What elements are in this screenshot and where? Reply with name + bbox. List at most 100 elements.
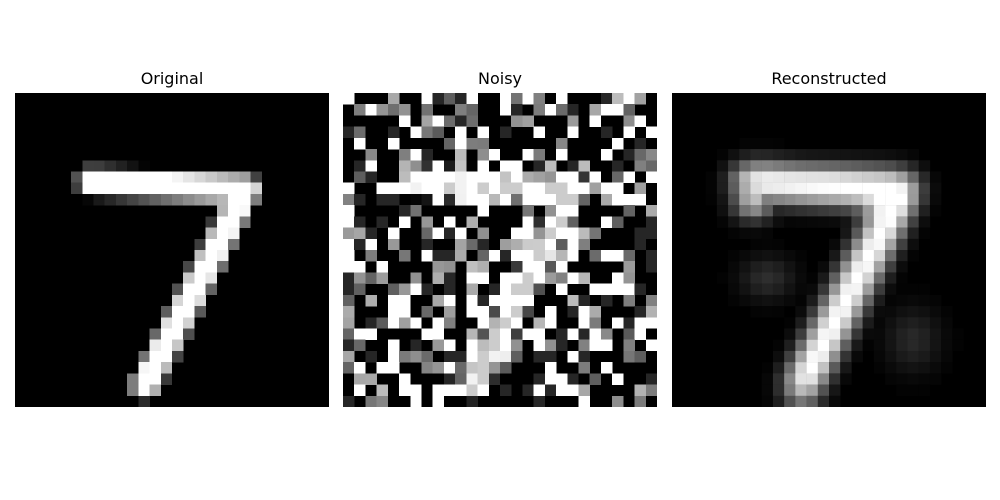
pixel — [422, 351, 433, 362]
pixel — [478, 194, 489, 205]
pixel — [930, 183, 941, 194]
pixel — [377, 362, 388, 373]
pixel — [930, 329, 941, 340]
pixel — [567, 160, 578, 171]
pixel — [343, 228, 354, 239]
pixel — [567, 183, 578, 194]
pixel — [365, 272, 376, 283]
pixel — [919, 351, 930, 362]
pixel — [377, 194, 388, 205]
pixel — [455, 351, 466, 362]
pixel — [885, 194, 896, 205]
pixel — [896, 295, 907, 306]
pixel — [478, 250, 489, 261]
pixel — [206, 228, 217, 239]
pixel — [795, 306, 806, 317]
pixel — [150, 329, 161, 340]
pixel — [773, 205, 784, 216]
pixel — [489, 306, 500, 317]
pixel — [885, 362, 896, 373]
pixel — [183, 306, 194, 317]
pixel — [874, 160, 885, 171]
pixel — [534, 329, 545, 340]
pixel — [511, 160, 522, 171]
pixel — [762, 284, 773, 295]
pixel — [579, 317, 590, 328]
pixel — [635, 351, 646, 362]
pixel — [829, 373, 840, 384]
pixel — [829, 160, 840, 171]
pixel — [567, 329, 578, 340]
pixel — [829, 329, 840, 340]
pixel — [478, 183, 489, 194]
pixel — [534, 216, 545, 227]
pixel — [919, 216, 930, 227]
pixel — [399, 284, 410, 295]
pixel — [623, 272, 634, 283]
pixel — [795, 317, 806, 328]
pixel — [851, 284, 862, 295]
pixel — [874, 329, 885, 340]
pixel — [478, 295, 489, 306]
pixel — [455, 385, 466, 396]
pixel — [478, 228, 489, 239]
pixel — [784, 272, 795, 283]
pixel — [908, 295, 919, 306]
pixel — [601, 183, 612, 194]
pixel — [422, 149, 433, 160]
pixel — [623, 295, 634, 306]
pixel — [840, 329, 851, 340]
pixel — [94, 183, 105, 194]
pixel — [851, 351, 862, 362]
pixel — [874, 284, 885, 295]
pixel — [863, 272, 874, 283]
pixel — [773, 216, 784, 227]
pixel — [930, 172, 941, 183]
pixel — [829, 295, 840, 306]
pixel — [206, 239, 217, 250]
pixel — [795, 385, 806, 396]
pixel — [646, 216, 657, 227]
pixel — [343, 272, 354, 283]
pixel — [728, 149, 739, 160]
pixel — [646, 385, 657, 396]
pixel — [172, 340, 183, 351]
pixel — [863, 239, 874, 250]
pixel — [863, 250, 874, 261]
pixel — [105, 194, 116, 205]
pixel — [885, 373, 896, 384]
pixel — [807, 149, 818, 160]
pixel — [896, 385, 907, 396]
pixel — [522, 306, 533, 317]
pixel — [433, 295, 444, 306]
pixel — [217, 183, 228, 194]
pixel — [399, 183, 410, 194]
pixel — [567, 127, 578, 138]
pixel — [590, 183, 601, 194]
pixel — [545, 183, 556, 194]
pixel — [489, 250, 500, 261]
pixel — [388, 104, 399, 115]
pixel — [908, 385, 919, 396]
pixel — [556, 272, 567, 283]
pixel — [612, 396, 623, 407]
pixel — [183, 295, 194, 306]
pixel — [455, 172, 466, 183]
pixel — [194, 183, 205, 194]
pixel — [455, 127, 466, 138]
pixel — [206, 194, 217, 205]
pixel — [388, 351, 399, 362]
pixel — [410, 284, 421, 295]
pixel — [840, 216, 851, 227]
pixel — [500, 93, 511, 104]
pixel — [840, 340, 851, 351]
pixel — [567, 104, 578, 115]
pixel — [239, 172, 250, 183]
pixel — [161, 172, 172, 183]
pixel — [885, 329, 896, 340]
pixel — [354, 329, 365, 340]
pixel — [717, 183, 728, 194]
pixel — [896, 340, 907, 351]
pixel — [500, 272, 511, 283]
pixel — [773, 272, 784, 283]
